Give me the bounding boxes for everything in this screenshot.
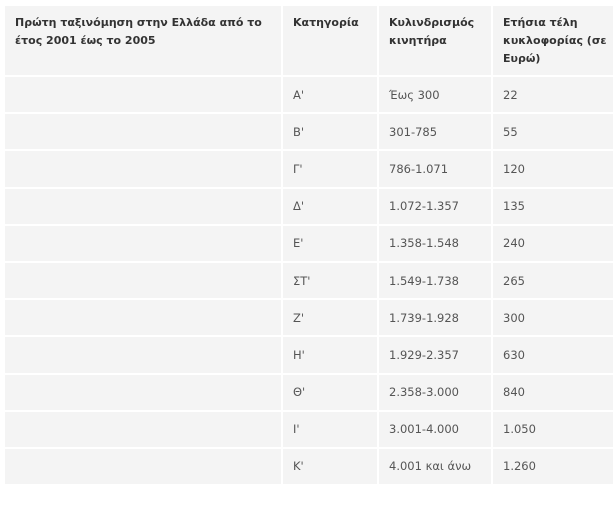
category-cell: Η' [283, 337, 377, 373]
category-cell: Κ' [283, 448, 377, 485]
annual-fee-cell: 840 [493, 374, 613, 410]
category-cell: Δ' [283, 188, 377, 224]
engine-capacity-cell: 1.072-1.357 [379, 188, 491, 224]
registration-cell [5, 411, 281, 447]
table-row: Γ' 786-1.071 120 [5, 151, 613, 187]
engine-capacity-cell: 301-785 [379, 114, 491, 150]
registration-cell [5, 225, 281, 261]
annual-fee-cell: 630 [493, 337, 613, 373]
annual-fee-cell: 120 [493, 151, 613, 187]
header-annual-fee: Ετήσια τέλη κυκλοφορίας (σε Ευρώ) [493, 6, 613, 75]
category-cell: Γ' [283, 151, 377, 187]
category-cell: ΣΤ' [283, 262, 377, 299]
header-engine-capacity: Κυλινδρισμός κινητήρα [379, 6, 491, 75]
engine-capacity-cell: 1.929-2.357 [379, 337, 491, 373]
annual-fee-cell: 265 [493, 262, 613, 299]
registration-cell [5, 77, 281, 113]
header-registration: Πρώτη ταξινόμηση στην Ελλάδα από το έτος… [5, 6, 281, 75]
engine-capacity-cell: 1.739-1.928 [379, 300, 491, 336]
registration-cell [5, 448, 281, 485]
registration-cell [5, 151, 281, 187]
table-row: ΣΤ' 1.549-1.738 265 [5, 262, 613, 299]
registration-cell [5, 114, 281, 150]
category-cell: Ε' [283, 225, 377, 261]
header-category: Κατηγορία [283, 6, 377, 75]
table-row: Θ' 2.358-3.000 840 [5, 374, 613, 410]
engine-capacity-cell: 786-1.071 [379, 151, 491, 187]
engine-capacity-cell: 1.358-1.548 [379, 225, 491, 261]
registration-cell [5, 374, 281, 410]
table-row: Ε' 1.358-1.548 240 [5, 225, 613, 261]
table-row: Ζ' 1.739-1.928 300 [5, 300, 613, 336]
category-cell: Θ' [283, 374, 377, 410]
table-row: Δ' 1.072-1.357 135 [5, 188, 613, 224]
engine-capacity-cell: 2.358-3.000 [379, 374, 491, 410]
registration-cell [5, 300, 281, 336]
annual-fee-cell: 135 [493, 188, 613, 224]
engine-capacity-cell: Έως 300 [379, 77, 491, 113]
table-row: Α' Έως 300 22 [5, 77, 613, 113]
road-tax-table: Πρώτη ταξινόμηση στην Ελλάδα από το έτος… [3, 4, 613, 486]
table-row: Κ' 4.001 και άνω 1.260 [5, 448, 613, 485]
category-cell: Β' [283, 114, 377, 150]
annual-fee-cell: 240 [493, 225, 613, 261]
engine-capacity-cell: 4.001 και άνω [379, 448, 491, 485]
annual-fee-cell: 22 [493, 77, 613, 113]
table-row: Η' 1.929-2.357 630 [5, 337, 613, 373]
table-row: Β' 301-785 55 [5, 114, 613, 150]
engine-capacity-cell: 3.001-4.000 [379, 411, 491, 447]
category-cell: Α' [283, 77, 377, 113]
annual-fee-cell: 55 [493, 114, 613, 150]
registration-cell [5, 262, 281, 299]
registration-cell [5, 188, 281, 224]
annual-fee-cell: 1.260 [493, 448, 613, 485]
engine-capacity-cell: 1.549-1.738 [379, 262, 491, 299]
table-row: Ι' 3.001-4.000 1.050 [5, 411, 613, 447]
annual-fee-cell: 1.050 [493, 411, 613, 447]
category-cell: Ζ' [283, 300, 377, 336]
table-header-row: Πρώτη ταξινόμηση στην Ελλάδα από το έτος… [5, 6, 613, 75]
category-cell: Ι' [283, 411, 377, 447]
registration-cell [5, 337, 281, 373]
annual-fee-cell: 300 [493, 300, 613, 336]
